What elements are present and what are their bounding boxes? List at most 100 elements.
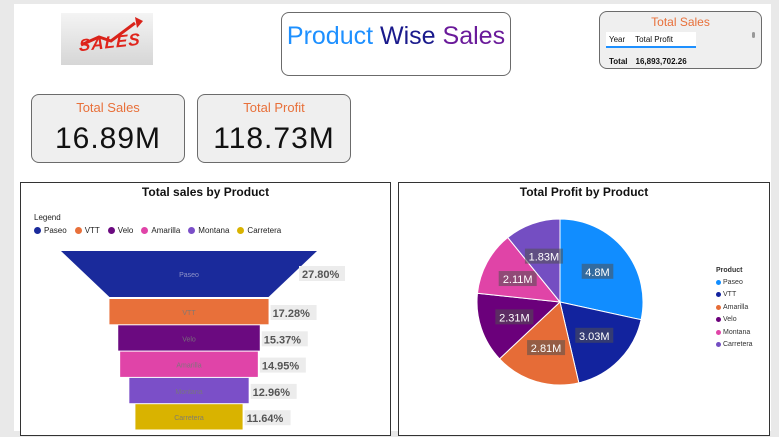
legend-dot [141, 227, 149, 234]
pie-legend: Product Paseo VTT Amarilla Velo Montana Carre… [716, 267, 753, 351]
data-label-bg [498, 271, 537, 287]
column-header-total-profit[interactable]: Total Profit [635, 34, 673, 44]
data-label-bg [581, 263, 614, 279]
pie-chart-title: Total Profit by Product [519, 185, 649, 199]
pie-value-label: 3.03M [579, 331, 610, 343]
kpi-card-total-sales: Total Sales 16.89M [31, 94, 185, 163]
funnel-chart-panel[interactable]: Total sales by Product Legend Paseo VTT Ve… [20, 182, 391, 436]
funnel-stage-paseo[interactable] [61, 251, 317, 297]
funnel-legend: Paseo VTT Velo Amarilla Montana Carretera [34, 226, 289, 235]
legend-label: VTT [723, 291, 737, 299]
legend-item-paseo[interactable]: Paseo [34, 226, 67, 235]
data-label-bg [495, 309, 534, 325]
legend-label: Montana [723, 328, 751, 336]
data-label-bg [250, 383, 297, 399]
page-title-box: Product Wise Sales [281, 12, 511, 76]
legend-label: Velo [723, 316, 737, 324]
title-word-2: Wise [380, 22, 436, 50]
legend-label: Velo [117, 226, 134, 235]
kpi-label: Total Profit [243, 100, 305, 115]
kpi-value: 16.89M [54, 122, 162, 155]
funnel-stage-label: VTT [182, 310, 196, 317]
rising-arrow-icon [80, 17, 143, 47]
funnel-stage-label: Velo [182, 336, 196, 343]
legend-dot [74, 227, 82, 234]
legend-label: Amarilla [723, 303, 749, 311]
legend-label: Amarilla [151, 226, 181, 235]
funnel-stage-label: Carretera [174, 415, 204, 422]
pie-value-label: 4.8M [585, 267, 609, 279]
data-label-bg [575, 327, 614, 343]
kpi-card-total-profit: Total Profit 118.73M [197, 94, 351, 163]
pie-value-label: 2.81M [531, 343, 562, 355]
kpi-value: 118.73M [213, 122, 335, 155]
legend-dot [716, 292, 721, 298]
title-word-1: Product [286, 22, 374, 50]
sales-logo: SALES [61, 13, 153, 65]
pie-legend-item-carretera[interactable]: Carretera [716, 339, 753, 352]
pie-legend-item-velo[interactable]: Velo [716, 314, 753, 327]
table-header-row: Year Total Profit [606, 32, 696, 48]
report-canvas: SALES Product Wise Sales Total Sales Yea… [14, 4, 771, 436]
funnel-percent-label: 17.28% [273, 308, 311, 320]
pie-legend-item-paseo[interactable]: Paseo [716, 276, 753, 289]
pie-legend-item-amarilla[interactable]: Amarilla [716, 301, 753, 314]
data-label-bg [270, 305, 317, 320]
funnel-stage-label: Montana [175, 389, 202, 396]
funnel-stage-velo[interactable] [118, 325, 260, 351]
legend-dot [716, 342, 721, 348]
legend-item-carretera[interactable]: Carretera [237, 226, 281, 235]
pie-legend-item-vtt[interactable]: VTT [716, 289, 753, 302]
data-label-bg [259, 357, 306, 373]
legend-item-vtt[interactable]: VTT [74, 226, 100, 235]
legend-dot [716, 317, 721, 323]
funnel-percent-label: 27.80% [302, 269, 340, 281]
page-title: Product Wise Sales [282, 22, 510, 51]
title-word-3: Sales [442, 22, 506, 50]
legend-dot [34, 227, 41, 234]
table-card-title: Total Sales [651, 15, 710, 29]
funnel-stage-carretera[interactable] [135, 404, 243, 430]
pie-legend-title: Product [716, 267, 743, 274]
funnel-chart: Paseo 27.80% VTT 17.28% Velo 15.37% Amarilla 14… [61, 251, 345, 430]
funnel-percent-label: 14.95% [262, 361, 300, 373]
funnel-stage-amarilla[interactable] [120, 351, 258, 377]
total-label: Total [609, 56, 628, 66]
total-sales-table-card: Total Sales Year Total Profit Total 16,8… [599, 11, 762, 69]
legend-dot [716, 279, 721, 285]
column-header-year[interactable]: Year [609, 34, 626, 44]
kpi-label: Total Sales [76, 100, 140, 115]
legend-label: Paseo [44, 226, 67, 235]
funnel-percent-label: 15.37% [264, 334, 302, 346]
table-scrollbar[interactable] [752, 32, 755, 38]
legend-label: Carretera [723, 341, 753, 349]
pie-slice-montana[interactable] [476, 236, 562, 303]
data-label-bg [244, 410, 291, 426]
total-value: 16,893,702.26 [635, 56, 687, 66]
data-label-bg [524, 248, 563, 264]
year-profit-table[interactable]: Year Total Profit Total 16,893,702.26 [606, 32, 696, 68]
pie-chart-panel[interactable]: Total Profit by Product 4.8M 3.03M 2.81M 2.… [398, 182, 770, 436]
pie-value-label: 1.83M [529, 252, 560, 264]
legend-label: Paseo [723, 278, 743, 286]
pie-value-label: 2.31M [499, 312, 530, 324]
data-label-bg [527, 340, 566, 356]
legend-dot [107, 227, 115, 234]
legend-dot [716, 329, 721, 335]
legend-label: Montana [198, 226, 230, 235]
legend-item-amarilla[interactable]: Amarilla [141, 226, 180, 235]
legend-item-montana[interactable]: Montana [188, 226, 229, 235]
funnel-stage-montana[interactable] [129, 377, 249, 404]
legend-dot [716, 304, 721, 310]
legend-label: VTT [84, 226, 100, 235]
funnel-stage-label: Paseo [179, 272, 199, 279]
pie-chart: 4.8M 3.03M 2.81M 2.31M 2.11M 1.83M [476, 218, 644, 386]
funnel-percent-label: 12.96% [253, 387, 291, 399]
funnel-percent-label: 11.64% [247, 413, 284, 425]
funnel-chart-title: Total sales by Product [141, 185, 270, 199]
funnel-stage-vtt[interactable] [109, 299, 269, 325]
data-label-bg [299, 266, 345, 281]
pie-legend-item-montana[interactable]: Montana [716, 326, 753, 339]
legend-item-velo[interactable]: Velo [107, 226, 134, 235]
data-label-bg [261, 331, 308, 347]
